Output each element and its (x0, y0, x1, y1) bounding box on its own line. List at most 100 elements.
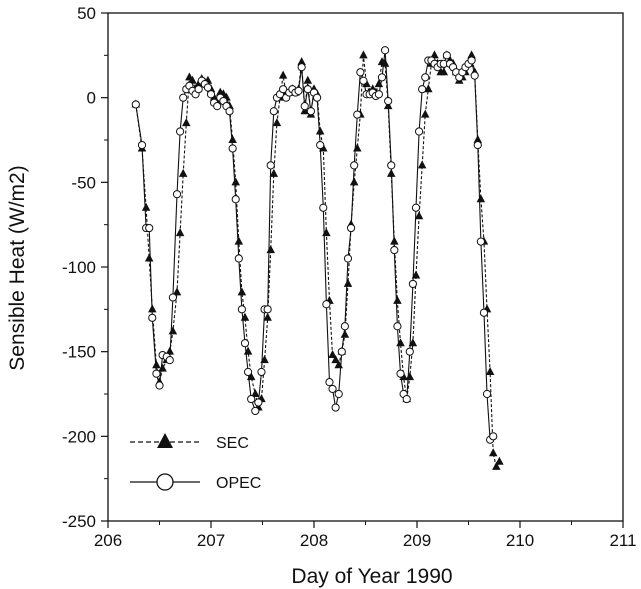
data-point-opec (414, 127, 424, 136)
series-line-opec (135, 50, 494, 442)
data-point-sec (467, 50, 476, 59)
data-point-opec (393, 322, 402, 331)
data-point-opec (228, 144, 237, 153)
data-point-sec (178, 168, 188, 177)
data-point-sec (175, 228, 185, 237)
data-point-opec (473, 140, 482, 150)
axes: 206 207 208 209 210 211 -250 -200 -150 -100 -50 0 50 (62, 4, 637, 550)
data-point-sec (331, 355, 340, 364)
data-point-sec (393, 295, 402, 304)
data-point-sec (231, 177, 240, 186)
data-point-sec (168, 326, 178, 335)
data-point-opec (231, 195, 240, 204)
data-point-opec (263, 305, 272, 314)
data-point-opec (374, 90, 383, 99)
data-point-opec (331, 403, 340, 412)
data-point-opec (411, 203, 421, 212)
data-point-opec (297, 63, 306, 72)
data-point-opec (390, 245, 399, 255)
x-tick-label: 208 (300, 531, 328, 550)
data-point-opec (240, 339, 250, 348)
data-point-opec (350, 161, 359, 170)
data-point-opec (137, 140, 147, 150)
x-tick-label: 210 (506, 531, 534, 550)
series-layer (131, 46, 504, 470)
data-point-opec (257, 367, 266, 377)
x-axis-title: Day of Year 1990 (291, 565, 452, 588)
data-point-sec (328, 350, 337, 359)
data-point-opec (402, 394, 411, 404)
data-point-opec (340, 322, 349, 331)
data-point-opec (194, 85, 203, 94)
data-point-sec (488, 448, 498, 457)
data-point-opec (377, 73, 387, 82)
data-point-sec (269, 168, 279, 177)
data-point-opec (470, 71, 479, 80)
data-point-sec (144, 253, 154, 262)
data-point-sec (411, 270, 421, 279)
data-point-opec (266, 161, 275, 170)
data-point-sec (228, 135, 237, 143)
y-axis-title: Sensible Heat (W/m2) (6, 165, 29, 370)
data-point-sec (322, 228, 331, 237)
data-point-sec (141, 202, 151, 211)
data-point-opec (479, 308, 489, 317)
data-point-opec (165, 356, 174, 365)
data-point-opec (176, 127, 185, 136)
data-point-opec (148, 313, 157, 322)
data-point-sec (152, 360, 161, 369)
data-point-opec (482, 389, 492, 399)
x-tick-label: 207 (197, 531, 225, 550)
data-point-opec (467, 56, 476, 65)
legend-sec-marker (157, 433, 173, 448)
data-point-sec (408, 338, 418, 347)
data-point-opec (303, 85, 312, 94)
data-point-opec (179, 93, 188, 102)
data-point-sec (251, 389, 260, 397)
data-point-opec (237, 305, 246, 314)
data-point-sec (234, 236, 244, 245)
data-point-opec (343, 254, 353, 263)
legend-opec-marker (156, 473, 174, 491)
data-point-sec (266, 245, 275, 254)
series-line-sec (135, 53, 500, 469)
data-point-opec (319, 203, 328, 212)
data-point-opec (203, 83, 213, 92)
y-tick-label: 0 (87, 89, 96, 108)
x-tick-label: 211 (609, 531, 636, 550)
data-point-sec (495, 456, 504, 465)
data-point-opec (405, 347, 414, 356)
data-point-opec (279, 85, 288, 94)
data-point-opec (325, 378, 334, 387)
data-point-sec (424, 84, 433, 93)
data-point-opec (300, 102, 309, 111)
data-point-opec (408, 279, 417, 289)
data-point-sec (278, 70, 288, 79)
data-point-sec (492, 461, 501, 470)
data-point-sec (430, 50, 439, 59)
y-tick-label: -50 (71, 173, 96, 192)
x-tick-label: 206 (94, 531, 122, 550)
data-point-opec (337, 347, 346, 356)
data-point-opec (247, 394, 256, 404)
data-point-opec (396, 369, 405, 378)
data-point-sec (420, 109, 430, 118)
data-point-opec (251, 406, 260, 416)
data-point-opec (206, 90, 216, 99)
data-point-opec (359, 76, 368, 85)
data-point-opec (476, 237, 485, 246)
y-tick-label: 50 (77, 4, 96, 23)
data-point-sec (297, 57, 306, 66)
data-point-sec (303, 75, 313, 84)
legend-opec-label: OPEC (216, 475, 261, 492)
data-point-opec (328, 384, 337, 394)
data-point-opec (418, 85, 427, 94)
data-point-sec (359, 50, 368, 59)
data-point-sec (414, 211, 424, 220)
y-tick-label: -150 (62, 343, 96, 362)
data-point-opec (421, 73, 430, 82)
data-point-sec (439, 67, 449, 76)
data-point-sec (417, 160, 427, 169)
data-point-opec (356, 68, 365, 77)
